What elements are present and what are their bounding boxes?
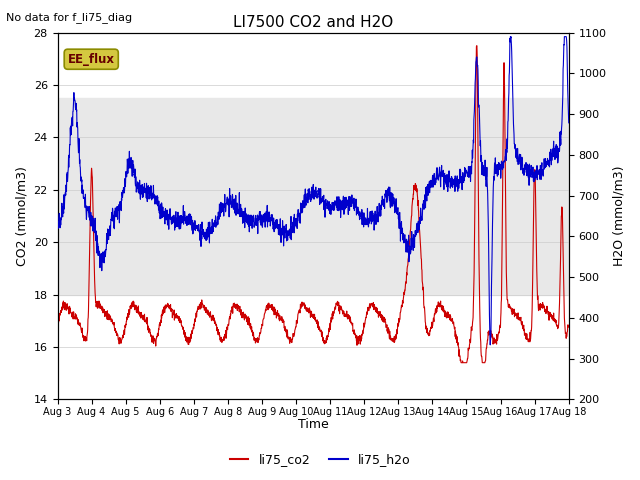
Bar — [58, 98, 569, 295]
Text: No data for f_li75_diag: No data for f_li75_diag — [6, 12, 132, 23]
Legend: li75_co2, li75_h2o: li75_co2, li75_h2o — [225, 448, 415, 471]
Text: EE_flux: EE_flux — [68, 53, 115, 66]
Title: LI7500 CO2 and H2O: LI7500 CO2 and H2O — [233, 15, 393, 30]
X-axis label: Time: Time — [298, 419, 328, 432]
Y-axis label: H2O (mmol/m3): H2O (mmol/m3) — [612, 166, 625, 266]
Y-axis label: CO2 (mmol/m3): CO2 (mmol/m3) — [15, 166, 28, 266]
